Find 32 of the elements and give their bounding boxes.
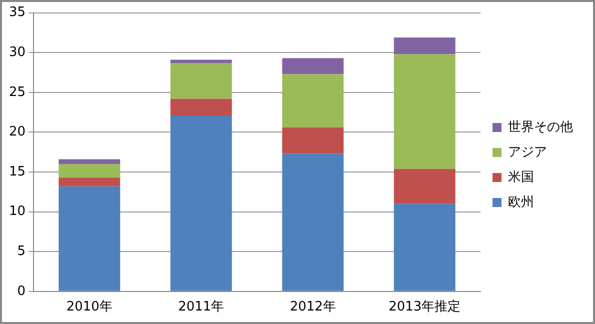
x-tick-label: 2011年 [178,300,224,315]
x-tick-label: 2013年推定 [388,300,461,315]
bar [282,127,344,154]
bar [394,204,456,291]
y-tick-label: 20 [8,124,26,140]
bar [282,154,344,291]
bar [170,62,232,99]
y-tick-label: 5 [17,244,26,259]
bar [58,159,120,164]
bar [170,60,232,63]
legend-label: アジア [508,144,547,160]
bar [58,178,120,186]
bar [58,186,120,291]
legend-label: 世界その他 [508,120,573,135]
bar [170,115,232,291]
bar [394,54,456,169]
bar [394,168,456,204]
bar [170,98,232,116]
y-tick-label: 0 [17,284,26,299]
y-tick-label: 10 [8,204,26,220]
bar [282,74,344,128]
bar [282,58,344,74]
legend-label: 欧州 [508,194,534,210]
y-tick-label: 25 [8,84,26,100]
y-tick-label: 30 [8,44,26,60]
bar [394,37,456,54]
bar [58,164,120,178]
x-tick-label: 2012年 [290,300,336,315]
y-tick-label: 15 [8,164,26,180]
legend-label: 米国 [508,170,534,185]
x-tick-label: 2010年 [66,300,112,315]
y-tick-label: 35 [8,5,26,20]
